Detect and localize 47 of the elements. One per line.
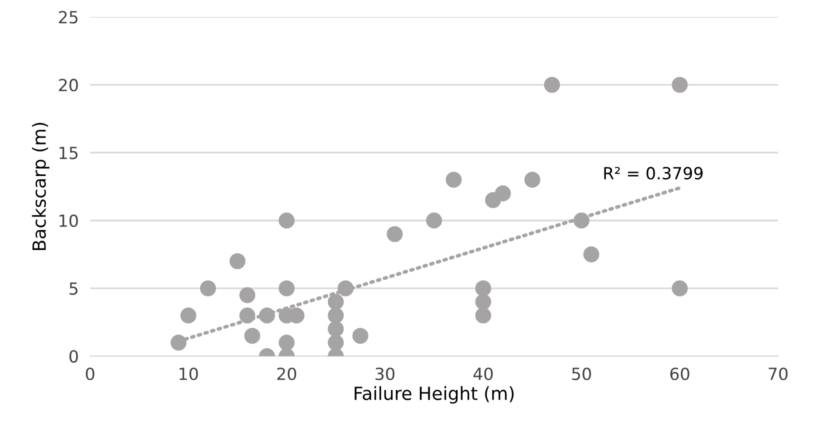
- x-tick-label: 30: [376, 368, 394, 380]
- point: [352, 328, 368, 344]
- x-tick-label: 40: [473, 368, 493, 380]
- point: [386, 226, 403, 242]
- point: [170, 334, 187, 351]
- point: [475, 307, 492, 324]
- x-axis-title: Failure Height (m): [354, 386, 514, 404]
- x-tick-label: 50: [572, 368, 591, 380]
- point: [475, 294, 492, 310]
- point: [200, 280, 216, 296]
- point: [180, 307, 196, 324]
- point: [524, 172, 540, 188]
- x-tick-label: 70: [768, 368, 788, 380]
- point: [230, 253, 246, 270]
- y-tick-label: 20: [58, 78, 78, 92]
- y-axis-title: Backscarp (m): [32, 122, 50, 250]
- point: [583, 246, 600, 262]
- x-tick-label: 20: [277, 368, 296, 380]
- point: [239, 287, 256, 304]
- point: [426, 212, 442, 228]
- point: [244, 328, 260, 344]
- annotation: R² = 0.3799: [604, 166, 703, 180]
- x-tick-label: 10: [180, 368, 198, 380]
- point: [328, 294, 344, 310]
- y-tick-label: 10: [60, 214, 78, 228]
- point: [278, 280, 295, 296]
- y-tick-label: 15: [60, 146, 78, 160]
- point: [446, 172, 462, 188]
- point: [278, 212, 295, 228]
- x-tick-label: 60: [670, 368, 690, 380]
- point: [494, 185, 511, 202]
- point: [544, 76, 560, 93]
- x-tick-label: 0: [86, 368, 94, 380]
- point: [328, 307, 344, 324]
- y-tick-label: 0: [69, 350, 78, 363]
- point: [574, 212, 590, 228]
- point: [239, 307, 256, 324]
- point: [259, 307, 275, 324]
- y-tick-label: 5: [70, 282, 78, 295]
- y-tick-label: 25: [58, 10, 78, 24]
- point: [328, 321, 344, 337]
- point: [278, 334, 295, 351]
- point: [328, 334, 344, 351]
- point: [475, 280, 492, 296]
- point: [338, 280, 354, 296]
- point: [672, 76, 688, 93]
- point: [672, 280, 688, 296]
